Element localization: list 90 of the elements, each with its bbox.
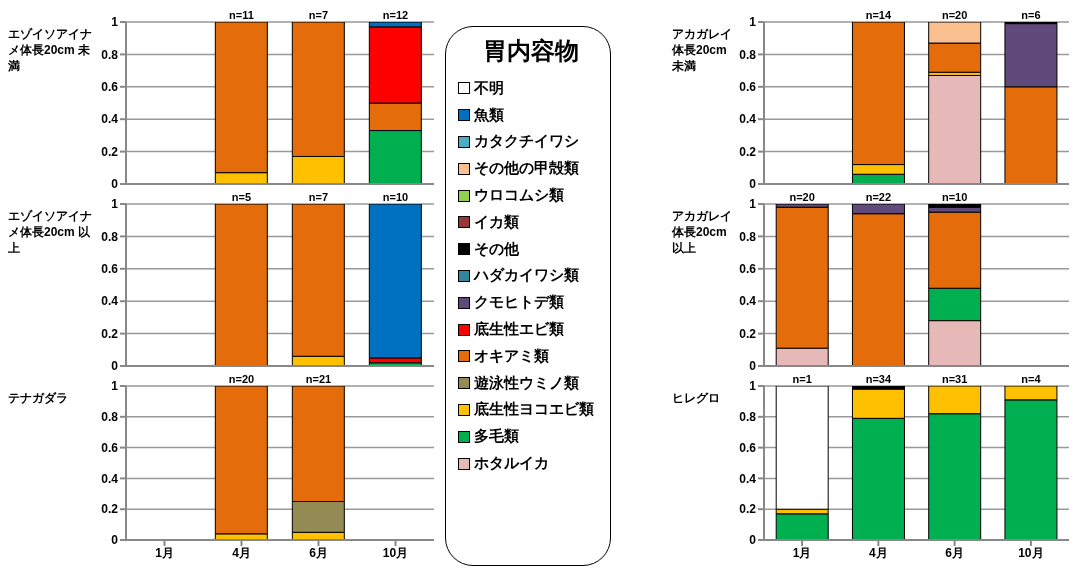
legend-label: クモヒトデ類 [474,293,564,313]
annotation: n=6 [1021,9,1041,21]
y-tick-label: 0.6 [739,262,757,277]
y-tick-label: 0.4 [739,112,757,127]
annotation: n=20 [941,9,968,21]
x-tick-label: 6月 [945,545,964,560]
y-tick-label: 0.4 [739,471,757,486]
legend-label: ホタルイカ [474,454,549,474]
annotation: n=10 [941,191,968,203]
bar [214,386,268,535]
y-tick-label: 0.2 [739,144,757,159]
y-tick-label: 0.6 [101,440,119,455]
annotation: n=10 [382,191,409,203]
annotation: n=21 [305,373,332,385]
x-tick-label: 10月 [382,545,409,560]
y-tick-label: 0.4 [101,112,119,127]
y-tick-label: 0.8 [739,47,757,62]
y-tick-label: 0.4 [101,471,119,486]
x-tick-label: 10月 [1018,545,1044,560]
chart-title: テナガダラ [8,390,69,406]
bar [775,513,829,540]
y-tick-label: 0.2 [101,144,119,159]
y-tick-label: 0.2 [101,326,119,341]
annotation: n=7 [308,9,329,21]
legend-label: 多毛類 [474,427,519,447]
legend-label: オキアミ類 [474,346,549,366]
legend-title: 胃内容物 [482,36,580,66]
y-tick-label: 1 [749,15,757,30]
legend-label: その他の甲殻類 [474,159,579,179]
x-tick-label: 1月 [155,545,174,560]
y-tick-label: 0 [749,177,757,192]
y-tick-label: 0.4 [739,294,757,309]
x-tick-label: 6月 [309,545,328,560]
y-tick-label: 0 [749,533,757,548]
annotation: n=5 [231,191,252,203]
annotation: n=20 [789,191,815,203]
annotation: n=31 [941,373,968,385]
annotation: n=20 [228,373,255,385]
y-tick-label: 0.6 [101,262,119,277]
y-tick-label: 0.2 [739,502,757,517]
annotation: n=4 [1021,373,1042,385]
text: エゾイソアイナメ体長20cm 以上 [8,208,93,256]
chart-title: ヒレグロ [672,390,721,406]
annotation: n=34 [865,373,892,385]
y-tick-label: 0.8 [101,410,119,425]
x-tick-label: 1月 [792,545,812,560]
text: アカガレイ体長20cm 未満 [672,26,733,74]
legend-label: 底生性エビ類 [474,320,564,340]
y-tick-label: 1 [111,379,119,394]
y-tick-label: 0.8 [101,47,119,62]
y-tick-label: 0.2 [739,326,757,341]
text: エゾイソアイナメ体長20cm 未満 [8,26,93,74]
y-tick-label: 1 [111,15,119,30]
y-tick-label: 0 [111,533,119,548]
y-tick-label: 0.2 [101,502,119,517]
legend-label: イカ類 [474,212,519,232]
y-tick-label: 0 [111,359,119,374]
y-tick-label: 0.6 [739,440,757,455]
legend-label: 不明 [474,78,504,98]
annotation: n=7 [308,191,329,203]
y-tick-label: 1 [749,379,757,394]
annotation: n=12 [382,9,409,21]
annotation: n=11 [229,9,254,21]
bar [368,204,422,359]
text: アカガレイ体長20cm 以上 [672,208,733,256]
x-tick-label: 4月 [232,545,251,560]
annotation: n=22 [865,191,892,203]
y-tick-label: 1 [749,197,757,212]
y-tick-label: 0 [749,359,757,374]
y-tick-label: 0.6 [739,80,757,95]
y-tick-label: 0.4 [101,294,119,309]
legend-label: カタクチイワシ [474,132,579,152]
legend-label: ウロコムシ類 [474,186,564,206]
y-tick-label: 1 [111,197,119,212]
bar [928,74,982,184]
bar [214,204,268,366]
y-tick-label: 0 [111,177,119,192]
legend-label: その他 [474,239,519,259]
y-tick-label: 0.8 [739,410,757,425]
legend-label: 魚類 [474,105,504,125]
annotation: n=1 [792,373,812,385]
y-tick-label: 0.8 [101,229,119,244]
bar [775,386,829,510]
legend-label: 遊泳性ウミノ類 [474,373,579,393]
y-tick-label: 0.8 [739,229,757,244]
legend-label: 底生性ヨコエビ類 [474,400,594,420]
annotation: n=14 [865,9,892,21]
y-tick-label: 0.6 [101,80,119,95]
legend-label: ハダカイワシ類 [474,266,579,286]
x-tick-label: 4月 [869,545,888,560]
